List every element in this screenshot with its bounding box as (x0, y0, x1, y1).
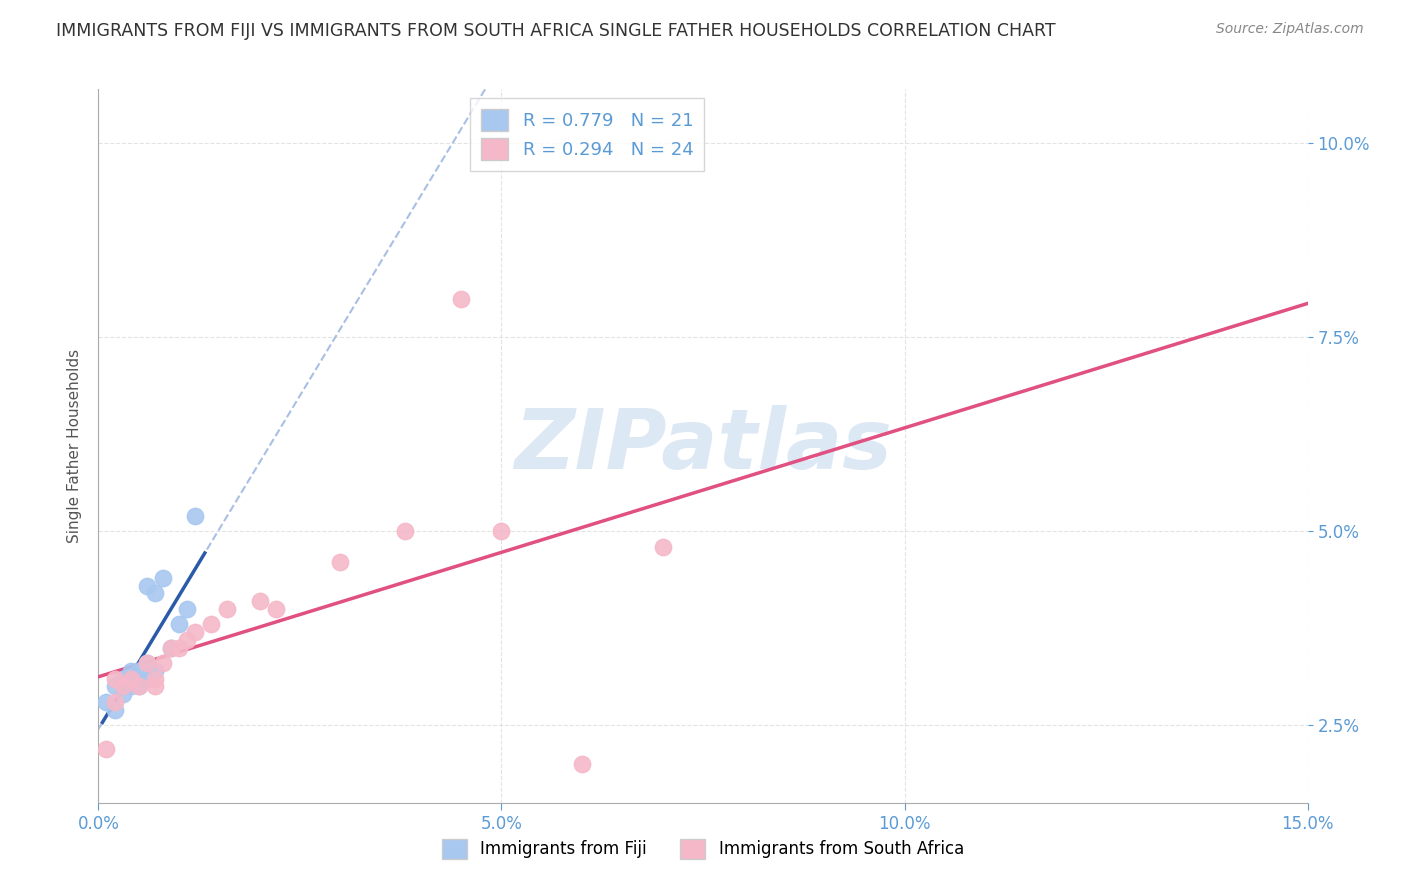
Legend: Immigrants from Fiji, Immigrants from South Africa: Immigrants from Fiji, Immigrants from So… (436, 832, 970, 866)
Point (651, 540, 673, 554)
Point (264, 602, 287, 616)
Point (176, 632, 198, 647)
Point (167, 617, 190, 632)
Point (143, 680, 166, 694)
Text: IMMIGRANTS FROM FIJI VS IMMIGRANTS FROM SOUTH AFRICA SINGLE FATHER HOUSEHOLDS CO: IMMIGRANTS FROM FIJI VS IMMIGRANTS FROM … (56, 22, 1056, 40)
Point (394, 524, 416, 539)
Point (184, 625, 207, 640)
Text: ZIPatlas: ZIPatlas (515, 406, 891, 486)
Point (152, 571, 174, 585)
Point (111, 672, 134, 686)
Point (103, 680, 125, 694)
Point (167, 640, 190, 655)
Point (491, 524, 513, 539)
Point (96, 695, 118, 709)
Point (103, 672, 125, 686)
Point (135, 656, 157, 670)
Point (120, 680, 142, 694)
Point (152, 656, 174, 670)
Point (128, 680, 150, 694)
Point (329, 555, 352, 569)
Point (184, 508, 207, 523)
Point (571, 757, 593, 772)
Point (128, 680, 150, 694)
Point (128, 664, 150, 678)
Point (217, 602, 239, 616)
Point (111, 680, 134, 694)
Point (135, 672, 157, 686)
Point (128, 672, 150, 686)
Point (120, 664, 142, 678)
Point (96, 741, 118, 756)
Point (143, 586, 166, 600)
Text: Source: ZipAtlas.com: Source: ZipAtlas.com (1216, 22, 1364, 37)
Point (103, 695, 125, 709)
Point (135, 579, 157, 593)
Point (103, 703, 125, 717)
Point (143, 672, 166, 686)
Legend: R = 0.779   N = 21, R = 0.294   N = 24: R = 0.779 N = 21, R = 0.294 N = 24 (470, 98, 704, 171)
Point (160, 640, 183, 655)
Point (120, 672, 142, 686)
Point (135, 656, 157, 670)
Point (450, 292, 472, 306)
Point (160, 640, 183, 655)
Point (249, 594, 271, 608)
Point (111, 687, 134, 701)
Point (143, 664, 166, 678)
Y-axis label: Single Father Households: Single Father Households (67, 349, 83, 543)
Point (200, 617, 222, 632)
Point (120, 672, 142, 686)
Point (176, 602, 198, 616)
